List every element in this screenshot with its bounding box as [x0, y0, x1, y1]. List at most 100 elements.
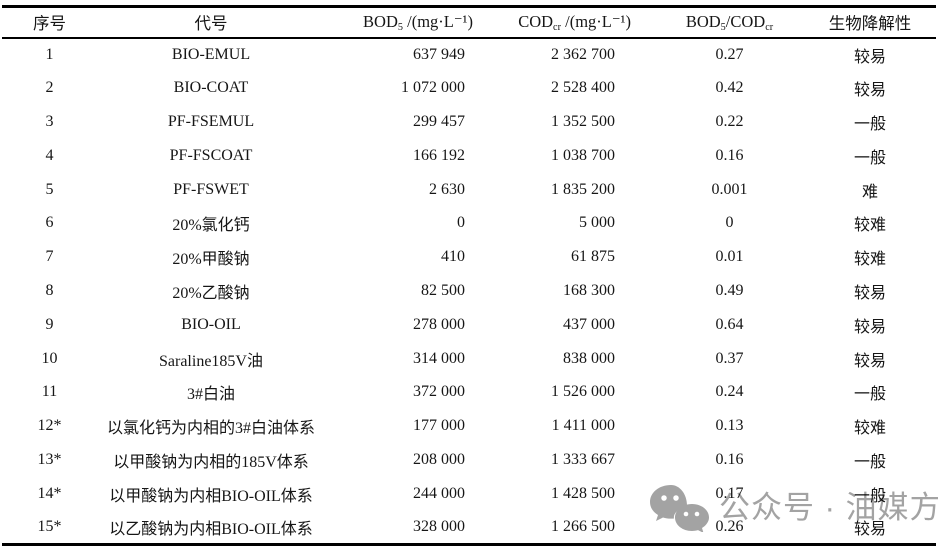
cell-biodegradability: 一般 [853, 149, 886, 167]
cell-ratio: 0.001 [711, 180, 748, 198]
cell-code: Saraline185V油 [159, 352, 263, 370]
cell-cod: 1 038 700 [551, 146, 615, 164]
cell-no: 7 [45, 248, 54, 266]
cod-subscript: cr [553, 21, 561, 33]
cell-no: 13* [37, 450, 62, 468]
cell-no: 8 [45, 281, 54, 299]
table-row: 14* 以甲酸钠为内相BIO-OIL体系 244 000 1 428 500 0.17 一… [2, 477, 936, 511]
table-row: 9 BIO-OIL 278 000 437 000 0.64 较易 [2, 308, 936, 342]
biodegradability-table: 序号 代号 BOD5 /(mg·L⁻¹) CODcr /(mg·L⁻¹) BOD… [2, 5, 936, 546]
col-header-serial-label: 序号 [33, 14, 66, 34]
cell-code: BIO-OIL [181, 315, 241, 333]
table-row: 12* 以氯化钙为内相的3#白油体系 177 000 1 411 000 0.13 较难 [2, 409, 936, 443]
cell-cod: 5 000 [579, 214, 615, 232]
cell-biodegradability: 较难 [853, 251, 886, 269]
table-row: 5 PF-FSWET 2 630 1 835 200 0.001 难 [2, 173, 936, 207]
cell-cod: 437 000 [563, 315, 615, 333]
cell-bod5: 244 000 [413, 484, 465, 502]
cell-biodegradability: 较易 [853, 48, 886, 66]
cell-biodegradability: 较易 [853, 82, 886, 100]
cell-bod5: 314 000 [413, 349, 465, 367]
table-row: 1 BIO-EMUL 637 949 2 362 700 0.27 较易 [2, 38, 936, 72]
cell-ratio: 0.64 [715, 315, 744, 333]
cell-bod5: 166 192 [413, 146, 465, 164]
cell-ratio: 0.27 [715, 45, 744, 63]
cell-code: BIO-COAT [173, 79, 249, 97]
table-row: 7 20%甲酸钠 410 61 875 0.01 较难 [2, 240, 936, 274]
cell-bod5: 177 000 [413, 417, 465, 435]
cell-no: 4 [45, 146, 54, 164]
table-row: 10 Saraline185V油 314 000 838 000 0.37 较易 [2, 342, 936, 376]
cell-code: 以甲酸钠为内相的185V体系 [113, 453, 309, 471]
cell-biodegradability: 一般 [853, 386, 886, 404]
cell-biodegradability: 较易 [853, 284, 886, 302]
cell-code: 20%甲酸钠 [172, 251, 250, 269]
cell-no: 3 [45, 112, 54, 130]
cell-biodegradability: 一般 [853, 453, 886, 471]
cod-symbol: COD [518, 12, 554, 32]
ratio-cod-subscript: cr [765, 21, 774, 33]
col-header-cod: CODcr /(mg·L⁻¹) [473, 6, 631, 39]
table-row: 2 BIO-COAT 1 072 000 2 528 400 0.42 较易 [2, 71, 936, 105]
cell-ratio: 0.37 [715, 349, 744, 367]
header-row: 序号 代号 BOD5 /(mg·L⁻¹) CODcr /(mg·L⁻¹) BOD… [2, 6, 936, 39]
cell-bod5: 2 630 [429, 180, 465, 198]
table-row: 4 PF-FSCOAT 166 192 1 038 700 0.16 一般 [2, 139, 936, 173]
cell-biodegradability: 较易 [853, 318, 886, 336]
cell-bod5: 328 000 [413, 517, 465, 535]
col-header-code-label: 代号 [194, 14, 228, 34]
cell-code: PF-FSEMUL [167, 112, 255, 130]
cell-bod5: 0 [457, 214, 465, 232]
cell-ratio: 0.16 [715, 450, 744, 468]
cell-no: 12* [37, 417, 62, 435]
col-header-bod5: BOD5 /(mg·L⁻¹) [325, 6, 473, 39]
cell-cod: 1 352 500 [551, 112, 615, 130]
table-row: 13* 以甲酸钠为内相的185V体系 208 000 1 333 667 0.16 一般 [2, 443, 936, 477]
cell-no: 1 [45, 45, 54, 63]
table-row: 15* 以乙酸钠为内相BIO-OIL体系 328 000 1 266 500 0.26 较… [2, 511, 936, 545]
col-header-biodegradability: 生物降解性 [816, 6, 936, 39]
cell-bod5: 410 [441, 248, 465, 266]
cell-ratio: 0.17 [715, 484, 744, 502]
table-header: 序号 代号 BOD5 /(mg·L⁻¹) CODcr /(mg·L⁻¹) BOD… [2, 6, 936, 39]
col-header-serial: 序号 [2, 6, 97, 39]
cell-biodegradability: 一般 [853, 115, 886, 133]
cell-cod: 2 528 400 [551, 79, 615, 97]
cell-ratio: 0.16 [715, 146, 744, 164]
cell-biodegradability: 较易 [853, 520, 886, 538]
cell-code: 3#白油 [186, 386, 235, 404]
cell-no: 15* [37, 517, 62, 535]
table-row: 3 PF-FSEMUL 299 457 1 352 500 0.22 一般 [2, 105, 936, 139]
cell-cod: 1 266 500 [551, 517, 615, 535]
cell-ratio: 0.42 [715, 79, 744, 97]
table-row: 11 3#白油 372 000 1 526 000 0.24 一般 [2, 375, 936, 409]
cell-ratio: 0.49 [715, 281, 744, 299]
cell-cod: 2 362 700 [551, 45, 615, 63]
cell-no: 10 [41, 349, 58, 367]
col-header-code: 代号 [97, 6, 325, 39]
cell-bod5: 372 000 [413, 383, 465, 401]
bod5-subscript: 5 [397, 21, 403, 33]
cell-no: 5 [45, 180, 54, 198]
col-header-biodegradability-label: 生物降解性 [828, 14, 912, 34]
cell-cod: 168 300 [563, 281, 615, 299]
table-row: 8 20%乙酸钠 82 500 168 300 0.49 较易 [2, 274, 936, 308]
cell-cod: 1 333 667 [551, 450, 615, 468]
cell-no: 14* [37, 484, 62, 502]
cell-cod: 1 411 000 [551, 417, 615, 435]
table-row: 6 20%氯化钙 0 5 000 0 较难 [2, 206, 936, 240]
cell-cod: 1 526 000 [551, 383, 615, 401]
cell-cod: 1 428 500 [551, 484, 615, 502]
cell-no: 11 [41, 383, 58, 401]
cell-code: PF-FSWET [173, 180, 249, 198]
cell-code: 20%氯化钙 [172, 217, 250, 235]
cell-code: 以氯化钙为内相的3#白油体系 [106, 420, 315, 438]
bod5-unit: /(mg·L⁻¹) [402, 12, 473, 32]
cell-bod5: 299 457 [413, 112, 465, 130]
table-body: 1 BIO-EMUL 637 949 2 362 700 0.27 较易 2 BIO-COAT… [2, 38, 936, 545]
cell-code: PF-FSCOAT [169, 146, 253, 164]
ratio-bod-subscript: 5 [720, 21, 726, 33]
cell-bod5: 1 072 000 [401, 79, 465, 97]
cell-cod: 838 000 [563, 349, 615, 367]
cell-bod5: 82 500 [421, 281, 465, 299]
